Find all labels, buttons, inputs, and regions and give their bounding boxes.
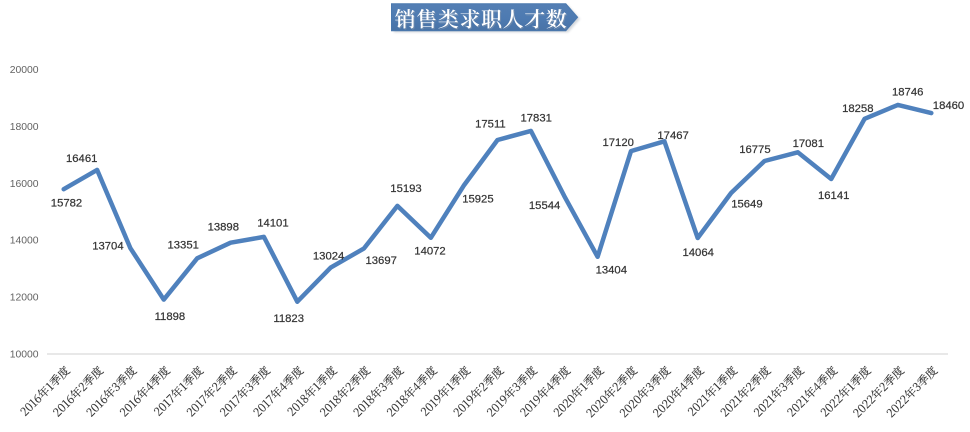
svg-text:14101: 14101 — [257, 218, 288, 230]
svg-text:18258: 18258 — [842, 103, 873, 115]
svg-text:13351: 13351 — [167, 240, 198, 252]
svg-text:14064: 14064 — [682, 247, 713, 259]
svg-text:20000: 20000 — [10, 65, 39, 76]
svg-text:15925: 15925 — [462, 194, 493, 206]
svg-text:11898: 11898 — [155, 311, 186, 323]
svg-text:17511: 17511 — [475, 119, 506, 131]
svg-text:15649: 15649 — [731, 198, 762, 210]
svg-text:16775: 16775 — [739, 144, 770, 156]
svg-text:14072: 14072 — [414, 246, 445, 258]
svg-text:18460: 18460 — [933, 100, 964, 112]
svg-text:18746: 18746 — [892, 86, 923, 98]
svg-text:11823: 11823 — [273, 313, 304, 325]
svg-text:17120: 17120 — [602, 137, 633, 149]
svg-text:10000: 10000 — [10, 349, 39, 360]
svg-text:13404: 13404 — [596, 265, 627, 277]
svg-text:13898: 13898 — [208, 221, 239, 233]
svg-text:16461: 16461 — [66, 153, 97, 165]
svg-text:18000: 18000 — [10, 122, 39, 133]
svg-text:14000: 14000 — [10, 236, 39, 247]
svg-text:13704: 13704 — [92, 241, 123, 253]
svg-text:15782: 15782 — [51, 198, 82, 210]
svg-text:15193: 15193 — [390, 183, 421, 195]
svg-text:17467: 17467 — [657, 130, 688, 142]
svg-text:17831: 17831 — [520, 112, 551, 124]
svg-text:15544: 15544 — [529, 200, 560, 212]
svg-text:13024: 13024 — [313, 251, 344, 263]
svg-text:16000: 16000 — [10, 179, 39, 190]
svg-text:12000: 12000 — [10, 293, 39, 304]
svg-text:13697: 13697 — [365, 255, 396, 267]
svg-text:17081: 17081 — [793, 138, 824, 150]
svg-text:16141: 16141 — [818, 190, 849, 202]
